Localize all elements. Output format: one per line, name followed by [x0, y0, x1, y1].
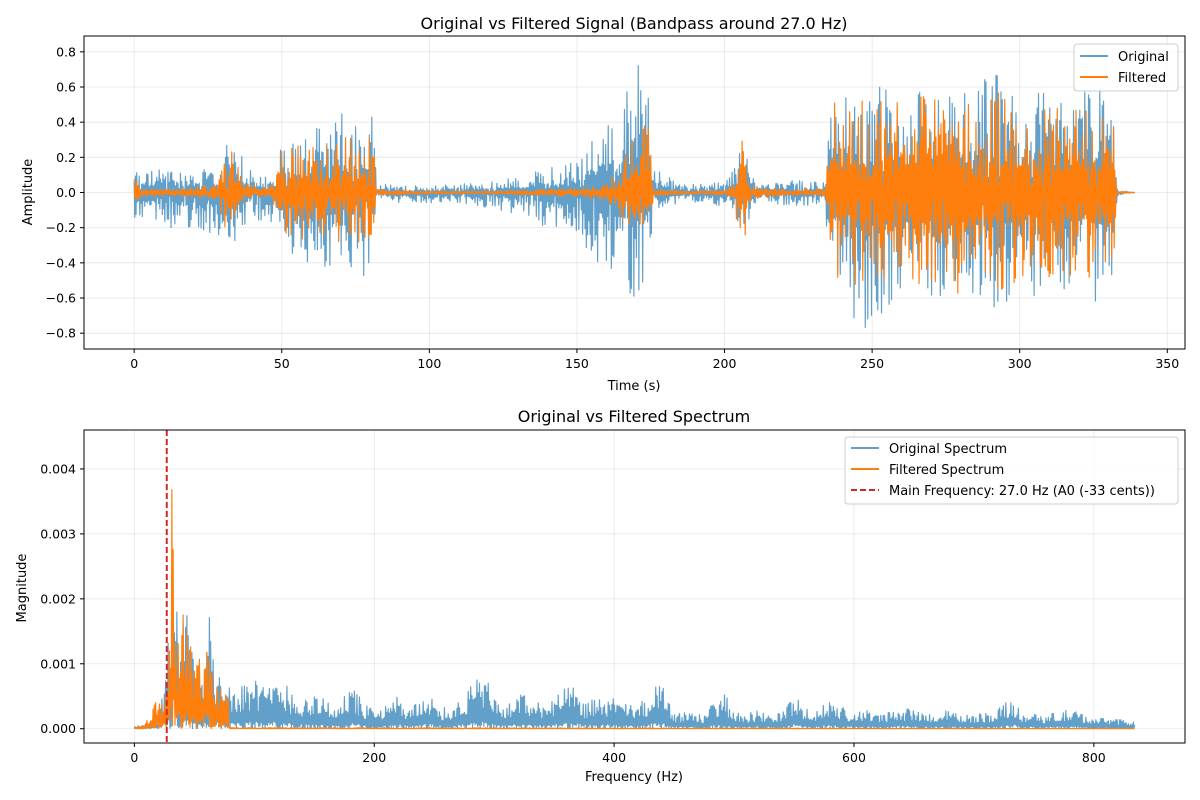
x-tick-label: 0	[130, 356, 138, 371]
y-tick-label: 0.6	[56, 79, 76, 94]
x-tick-label: 250	[860, 356, 884, 371]
signal-x-ticks: 0 50 100 150 200 250 300 350	[130, 349, 1179, 371]
x-tick-label: 100	[417, 356, 441, 371]
spectrum-legend: Original Spectrum Filtered Spectrum Main…	[844, 436, 1179, 505]
spectrum-x-axis-label: Frequency (Hz)	[585, 770, 683, 785]
signal-y-axis-label: Amplitude	[21, 159, 36, 226]
x-tick-label: 600	[842, 750, 866, 765]
signal-legend: Original Filtered	[1073, 43, 1179, 92]
x-tick-label: 200	[713, 356, 737, 371]
signal-y-ticks: −0.8 −0.6 −0.4 −0.2 0.0 0.2 0.4 0.6 0.8	[46, 44, 84, 341]
y-tick-label: −0.4	[46, 255, 76, 270]
spectrum-y-ticks: 0.000 0.001 0.002 0.003 0.004	[40, 461, 84, 736]
legend-original-label: Original	[1118, 50, 1169, 65]
y-tick-label: 0.2	[56, 150, 76, 165]
y-tick-label: 0.002	[40, 591, 76, 606]
x-tick-label: 150	[565, 356, 589, 371]
y-tick-label: 0.004	[40, 461, 76, 476]
y-tick-label: 0.4	[56, 115, 76, 130]
x-tick-label: 0	[130, 750, 138, 765]
y-tick-label: 0.8	[56, 44, 76, 59]
spectrum-chart-title: Original vs Filtered Spectrum	[518, 407, 750, 426]
x-tick-label: 300	[1008, 356, 1032, 371]
spectrum-legend-box	[844, 436, 1179, 505]
y-tick-label: −0.6	[46, 291, 76, 306]
legend-filtered-label: Filtered	[1118, 71, 1166, 86]
legend-main-frequency-label: Main Frequency: 27.0 Hz (A0 (-33 cents))	[889, 484, 1155, 499]
signal-x-axis-label: Time (s)	[607, 379, 661, 394]
signal-subplot: Original vs Filtered Signal (Bandpass ar…	[21, 14, 1186, 394]
x-tick-label: 800	[1082, 750, 1106, 765]
series-filtered	[133, 92, 1135, 294]
y-tick-label: 0.000	[40, 721, 76, 736]
y-tick-label: 0.0	[56, 185, 76, 200]
spectrum-x-ticks: 0 200 400 600 800	[130, 743, 1106, 765]
y-tick-label: −0.8	[46, 326, 76, 341]
signal-chart-title: Original vs Filtered Signal (Bandpass ar…	[421, 14, 848, 33]
spectrum-axes-frame	[83, 429, 1186, 744]
spectrum-series-group	[133, 489, 1136, 730]
series-filtered-spectrum	[134, 489, 1135, 730]
legend-original-spectrum-label: Original Spectrum	[889, 442, 1007, 457]
spectrum-y-axis-label: Magnitude	[15, 554, 30, 623]
y-tick-label: −0.2	[46, 220, 76, 235]
y-tick-label: 0.001	[40, 656, 76, 671]
x-tick-label: 400	[602, 750, 626, 765]
x-tick-label: 200	[362, 750, 386, 765]
legend-filtered-spectrum-label: Filtered Spectrum	[889, 463, 1004, 478]
spectrum-subplot: Original vs Filtered Spectrum 0 200 400 600…	[15, 407, 1186, 785]
y-tick-label: 0.003	[40, 526, 76, 541]
series-original-spectrum	[133, 577, 1136, 730]
signal-series-group	[133, 65, 1135, 328]
x-tick-label: 350	[1155, 356, 1179, 371]
x-tick-label: 50	[274, 356, 290, 371]
